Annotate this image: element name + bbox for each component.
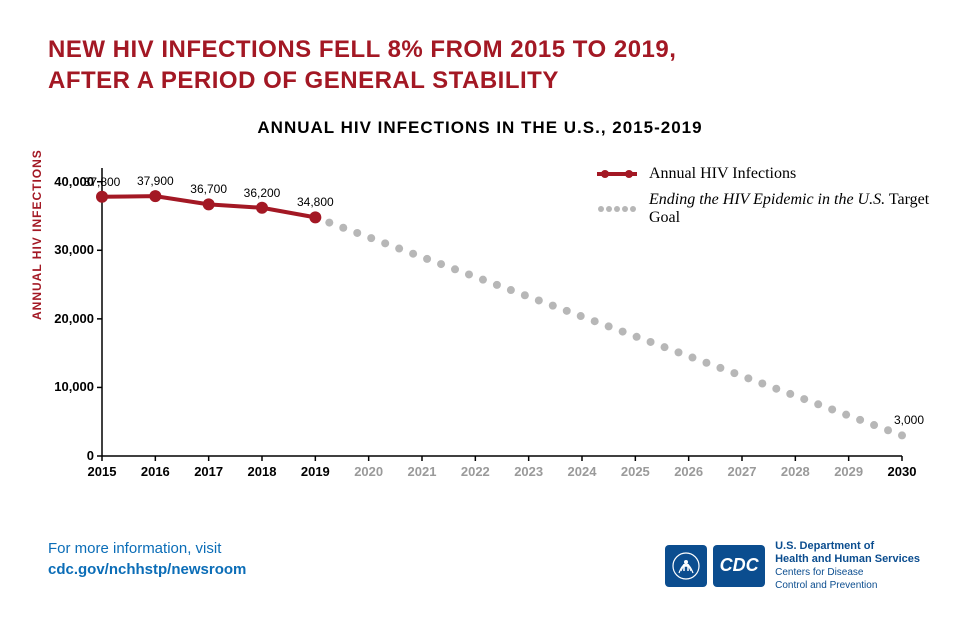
footer-info-line-1: For more information, visit: [48, 538, 246, 559]
xtick-label: 2018: [242, 464, 282, 479]
xtick-label: 2020: [349, 464, 389, 479]
y-axis-label: ANNUAL HIV INFECTIONS: [30, 149, 44, 320]
footer-info: For more information, visit cdc.gov/nchh…: [48, 538, 246, 580]
data-point-label: 36,200: [237, 186, 287, 200]
xtick-label: 2015: [82, 464, 122, 479]
cdc-logo: CDC: [713, 545, 765, 587]
xtick-label: 2025: [615, 464, 655, 479]
hhs-logo: [665, 545, 707, 587]
legend-actual: Annual HIV Infections: [595, 165, 960, 183]
xtick-label: 2027: [722, 464, 762, 479]
legend-target: Ending the HIV Epidemic in the U.S. Targ…: [595, 191, 960, 227]
legend-target-label: Ending the HIV Epidemic in the U.S. Targ…: [649, 191, 960, 227]
footer-org-4: Control and Prevention: [775, 580, 920, 593]
xtick-label: 2019: [295, 464, 335, 479]
footer-org-1: U.S. Department of: [775, 540, 920, 554]
xtick-label: 2021: [402, 464, 442, 479]
legend-actual-label: Annual HIV Infections: [649, 165, 796, 183]
data-point-label: 37,900: [130, 174, 180, 188]
footer-org-3: Centers for Disease: [775, 567, 920, 580]
hhs-icon: [671, 551, 701, 581]
legend: Annual HIV Infections Ending the HIV Epi…: [595, 165, 960, 235]
data-point-label: 37,800: [77, 175, 127, 189]
xtick-label: 2023: [509, 464, 549, 479]
footer-org-2: Health and Human Services: [775, 553, 920, 567]
xtick-label: 2030: [882, 464, 922, 479]
legend-target-swatch: [595, 203, 639, 215]
xtick-label: 2028: [775, 464, 815, 479]
ytick-label: 10,000: [44, 379, 94, 394]
headline: NEW HIV INFECTIONS FELL 8% FROM 2015 TO …: [48, 34, 676, 96]
data-point-label: 34,800: [290, 195, 340, 209]
xtick-label: 2026: [669, 464, 709, 479]
xtick-label: 2022: [455, 464, 495, 479]
headline-line-2: AFTER A PERIOD OF GENERAL STABILITY: [48, 65, 676, 96]
data-point-label: 36,700: [184, 182, 234, 196]
headline-line-1: NEW HIV INFECTIONS FELL 8% FROM 2015 TO …: [48, 34, 676, 65]
footer-info-link[interactable]: cdc.gov/nchhstp/newsroom: [48, 559, 246, 580]
footer-org-text: U.S. Department of Health and Human Serv…: [775, 540, 920, 593]
xtick-label: 2016: [135, 464, 175, 479]
xtick-label: 2029: [829, 464, 869, 479]
ytick-label: 20,000: [44, 311, 94, 326]
footer-logo-block: CDC U.S. Department of Health and Human …: [665, 540, 920, 593]
target-end-label: 3,000: [884, 413, 934, 427]
ytick-label: 0: [44, 448, 94, 463]
legend-actual-swatch: [595, 168, 639, 180]
cdc-logo-text: CDC: [720, 555, 759, 576]
xtick-label: 2024: [562, 464, 602, 479]
chart-title: ANNUAL HIV INFECTIONS IN THE U.S., 2015-…: [0, 118, 960, 138]
ytick-label: 30,000: [44, 242, 94, 257]
xtick-label: 2017: [189, 464, 229, 479]
legend-target-italic: Ending the HIV Epidemic in the U.S.: [649, 191, 885, 208]
